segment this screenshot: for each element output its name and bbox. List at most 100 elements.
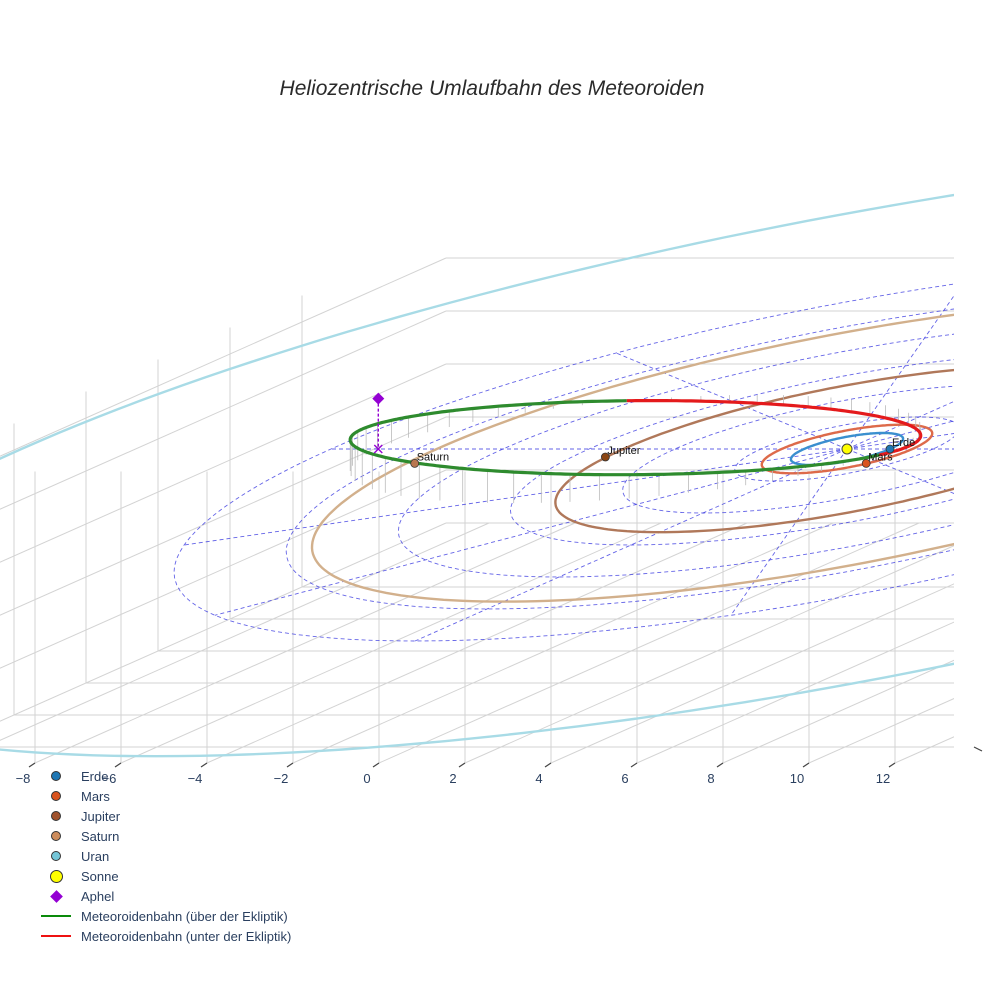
legend-item[interactable]: Sonne <box>40 866 360 886</box>
grid-line <box>0 310 447 510</box>
orbit-uran <box>0 193 954 758</box>
mars-marker <box>861 458 871 468</box>
legend-symbol <box>40 766 72 786</box>
x-tick-mark <box>458 762 466 768</box>
jupiter-marker <box>601 452 610 462</box>
x-tick-mark <box>372 762 380 768</box>
legend-label: Sonne <box>81 868 119 884</box>
grid-line <box>120 522 662 764</box>
ecliptic-radial <box>846 420 954 450</box>
legend-item[interactable]: Jupiter <box>40 806 360 826</box>
legend-symbol <box>40 826 72 846</box>
saturn-label: Saturn <box>417 451 449 463</box>
ecliptic-radial <box>214 448 848 616</box>
erde-marker <box>885 444 895 454</box>
markers: Erde Mars Jupiter Saturn <box>372 392 915 468</box>
x-tick-label: −2 <box>274 771 289 786</box>
x-tick-label: −6 <box>102 771 117 786</box>
legend-label: Meteoroidenbahn (unter der Ekliptik) <box>81 928 292 944</box>
x-tick-mark <box>716 762 724 768</box>
grid-line <box>636 621 954 764</box>
x-tick-label: 4 <box>535 771 542 786</box>
legend-swatch <box>49 889 63 903</box>
x-tick-label: 10 <box>790 771 804 786</box>
legend-label: Mars <box>81 788 110 804</box>
legend-swatch <box>51 791 61 801</box>
legend-swatch <box>41 935 71 937</box>
legend-swatch <box>51 771 61 781</box>
grid-line <box>206 522 748 764</box>
grid-line <box>722 659 954 764</box>
x-tick-mark <box>286 762 294 768</box>
axis-grid <box>0 257 954 764</box>
x-tick-mark <box>544 762 552 768</box>
orbit-saturn <box>310 313 954 603</box>
legend-symbol <box>40 906 72 926</box>
grid-line <box>0 363 447 563</box>
legend-swatch <box>49 869 63 883</box>
legend-item[interactable]: Erde <box>40 766 360 786</box>
erde-label: Erde <box>892 437 915 449</box>
x-tick-label: 12 <box>876 771 890 786</box>
x-tick-label: −4 <box>188 771 203 786</box>
x-tick-mark <box>200 762 208 768</box>
chart-title: Heliozentrische Umlaufbahn des Meteoroid… <box>280 77 705 100</box>
orbit-mars <box>760 423 934 475</box>
legend-item[interactable]: Aphel <box>40 886 360 906</box>
orbit-jupiter <box>554 368 954 534</box>
legend-item[interactable]: Saturn <box>40 826 360 846</box>
legend-label: Jupiter <box>81 808 121 824</box>
legend-label: Erde <box>81 768 109 784</box>
grid-line <box>464 545 954 764</box>
saturn-marker <box>410 458 420 468</box>
ecliptic-grid <box>173 283 954 642</box>
legend-item[interactable]: Meteoroidenbahn (über der Ekliptik) <box>40 906 360 926</box>
x-tick-label: 2 <box>449 771 456 786</box>
x-tick-label: 8 <box>707 771 714 786</box>
legend-symbol <box>40 806 72 826</box>
ecliptic-radial <box>846 295 954 450</box>
ecliptic-ring <box>173 283 954 642</box>
legend-symbol <box>40 786 72 806</box>
legend-item[interactable]: Mars <box>40 786 360 806</box>
grid-line <box>378 522 920 764</box>
x-tick-mark <box>114 762 122 768</box>
legend-label: Uran <box>81 848 110 864</box>
x-tick-label: 0 <box>363 771 370 786</box>
sun-marker <box>841 443 853 455</box>
legend-item[interactable]: Meteoroidenbahn (unter der Ekliptik) <box>40 926 360 946</box>
x-tick-label: −8 <box>16 771 31 786</box>
legend-item[interactable]: Uran <box>40 846 360 866</box>
legend-swatch <box>41 915 71 917</box>
legend-swatch <box>51 831 61 841</box>
legend-label: Saturn <box>81 828 120 844</box>
legend-symbol <box>40 866 72 886</box>
grid-line <box>550 583 954 764</box>
x-tick-mark <box>630 762 638 768</box>
x-tick-label: 6 <box>621 771 628 786</box>
aphel-marker <box>372 392 385 405</box>
mars-label: Mars <box>868 451 893 463</box>
ecliptic-radial <box>414 448 848 642</box>
x-tick-mark <box>28 762 36 768</box>
grid-line <box>292 522 834 764</box>
meteoroid-orbit <box>348 394 923 504</box>
grid-line <box>0 522 447 722</box>
legend-symbol <box>40 926 72 946</box>
x-tick-mark <box>888 762 896 768</box>
ecliptic-radial <box>184 448 848 546</box>
grid-line <box>0 469 447 669</box>
legend: Erde Mars Jupiter Saturn Uran Sonne Aphel Meteo… <box>40 766 360 946</box>
y-tick-mark <box>973 746 983 752</box>
ecliptic-ring <box>510 359 954 546</box>
grid-line <box>0 257 447 457</box>
legend-label: Aphel <box>81 888 115 904</box>
legend-label: Meteoroidenbahn (über der Ekliptik) <box>81 908 288 924</box>
aphel-projection-marker <box>373 444 383 454</box>
grid-line <box>0 416 447 616</box>
ecliptic-radial <box>846 400 954 450</box>
ecliptic-ring <box>622 385 954 514</box>
orbit-below-ecliptic <box>626 399 923 454</box>
